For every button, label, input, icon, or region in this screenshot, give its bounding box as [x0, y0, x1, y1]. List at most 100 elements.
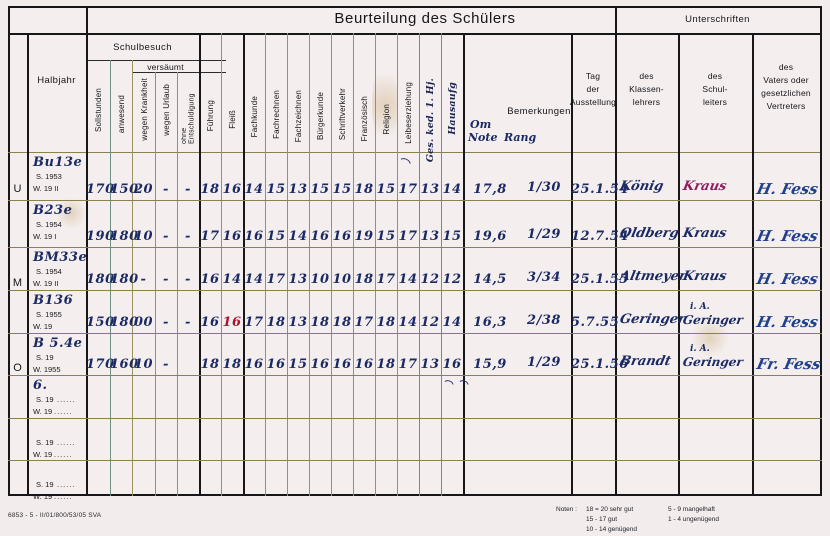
- cell-anwesend: 180: [110, 272, 139, 287]
- row-winter: W. 19 I: [33, 232, 57, 241]
- cell-grade: 14: [288, 229, 308, 244]
- cell-grade: 13: [420, 182, 440, 197]
- signature-vater: Fr. Fess: [755, 355, 823, 373]
- cell-grade: 12: [420, 315, 440, 330]
- cell-grade: 14: [398, 272, 418, 287]
- vater-header-4: Vertreters: [766, 101, 806, 111]
- signature-schulleiter-prefix: i. A.: [690, 344, 710, 354]
- section-label-u: U: [13, 183, 22, 195]
- row-winter: W. 19: [33, 407, 53, 416]
- cell-sollstunden: 170: [86, 182, 115, 197]
- cell-grade: 17: [398, 357, 418, 372]
- row-divider: [8, 247, 822, 248]
- signature-schulleiter: Geringer: [681, 313, 745, 327]
- cell-grade: 13: [288, 315, 308, 330]
- cell-grade: 17: [200, 229, 220, 244]
- row-winter-dots: ......: [54, 450, 73, 459]
- cell-wegen-krankheit: 10: [133, 357, 154, 372]
- row-class-code: Bu13e: [33, 155, 83, 170]
- row-winter: W. 1955: [33, 365, 61, 374]
- cell-datum: 25.1.55: [571, 272, 629, 287]
- cell-grade: 18: [376, 315, 396, 330]
- cell-grade: 18: [200, 182, 220, 197]
- cell-grade: 16: [244, 357, 264, 372]
- signature-vater: H. Fess: [755, 270, 820, 288]
- cell-wegen-urlaub: -: [163, 315, 169, 330]
- cell-grade: 19: [354, 229, 374, 244]
- cell-grade: 17: [354, 315, 374, 330]
- header-rule: [8, 33, 822, 35]
- cell-grade: 16: [310, 229, 330, 244]
- cell-grade: 15: [442, 229, 462, 244]
- col-divider: [463, 33, 465, 496]
- cell-wegen-urlaub: -: [163, 229, 169, 244]
- cell-grade: 13: [420, 357, 440, 372]
- row-sommer: S. 1954: [36, 220, 62, 229]
- cell-rang: 3/34: [527, 270, 561, 285]
- cell-grade: 16: [222, 229, 242, 244]
- cell-grade: 16: [442, 357, 462, 372]
- cell-wegen-urlaub: -: [163, 272, 169, 287]
- col-header-fuehrung: Führung: [206, 100, 215, 132]
- signature-schulleiter: Kraus: [681, 269, 728, 284]
- col-divider: [678, 33, 680, 496]
- cell-wegen-krankheit: 10: [133, 229, 154, 244]
- col-divider: [177, 72, 178, 496]
- row-sommer-dots: ......: [57, 438, 76, 447]
- col-divider: [132, 60, 133, 496]
- header-rule: [132, 72, 226, 73]
- row-divider: [8, 333, 822, 334]
- row-class-code: B 5.4e: [33, 336, 83, 351]
- col-divider: [331, 33, 332, 496]
- row-divider: [8, 290, 822, 291]
- col-divider: [353, 33, 354, 496]
- row-divider: [8, 375, 822, 376]
- row-sommer: S. 19: [36, 353, 54, 362]
- row-winter: W. 19 II: [33, 184, 59, 193]
- cell-sollstunden: 170: [86, 357, 115, 372]
- cell-note: 16,3: [473, 315, 507, 330]
- col-header-fachrechnen: Fachrechnen: [272, 90, 281, 139]
- cell-grade: 12: [420, 272, 440, 287]
- cell-grade: 15: [310, 182, 330, 197]
- row-class-code: B23e: [33, 203, 73, 218]
- signatures-header: Unterschriften: [685, 14, 750, 25]
- row-sommer-dots: ......: [57, 480, 76, 489]
- row-sommer: S. 19: [36, 438, 54, 447]
- row-sommer: S. 19: [36, 395, 54, 404]
- row-winter: W. 19 II: [33, 279, 59, 288]
- noten-legend-title: Noten :: [556, 506, 577, 513]
- cell-note: 15,9: [473, 357, 507, 372]
- remarks-sub-om: Om: [470, 118, 492, 131]
- noten-entry: 15 - 17 gut: [586, 516, 618, 524]
- cell-grade: 15: [332, 182, 352, 197]
- cell-anwesend: 180: [110, 315, 139, 330]
- row-sommer: S. 1953: [36, 172, 62, 181]
- col-divider: [615, 8, 617, 496]
- row-sommer: S. 1954: [36, 267, 62, 276]
- cell-grade: 17: [398, 229, 418, 244]
- cell-grade: 16: [200, 272, 220, 287]
- cell-ohne-entschuldigung: -: [185, 229, 191, 244]
- remarks-sub-note: Note: [468, 131, 498, 144]
- cell-grade: 13: [288, 182, 308, 197]
- row-winter: W. 19: [33, 450, 53, 459]
- cell-grade: 15: [376, 229, 396, 244]
- row-sommer-dots: ......: [57, 395, 76, 404]
- cell-grade: 16: [222, 315, 242, 330]
- cell-rang: 1/29: [527, 227, 561, 242]
- cell-grade: 13: [288, 272, 308, 287]
- signature-vater: H. Fess: [755, 180, 820, 198]
- row-sommer: S. 1955: [36, 310, 62, 319]
- cell-note: 19,6: [473, 229, 507, 244]
- tag-header-3: Ausstellung: [569, 97, 617, 107]
- cell-grade: 17: [244, 315, 264, 330]
- noten-entry: 18 = 20 sehr gut: [586, 506, 634, 513]
- signature-schulleiter: Kraus: [681, 179, 728, 194]
- cell-wegen-krankheit: 00: [133, 315, 154, 330]
- versaeumt-header: versäumt: [147, 62, 184, 72]
- cell-ohne-entschuldigung: -: [185, 272, 191, 287]
- vater-header-1: des: [778, 62, 794, 72]
- cell-anwesend: 150: [110, 182, 139, 197]
